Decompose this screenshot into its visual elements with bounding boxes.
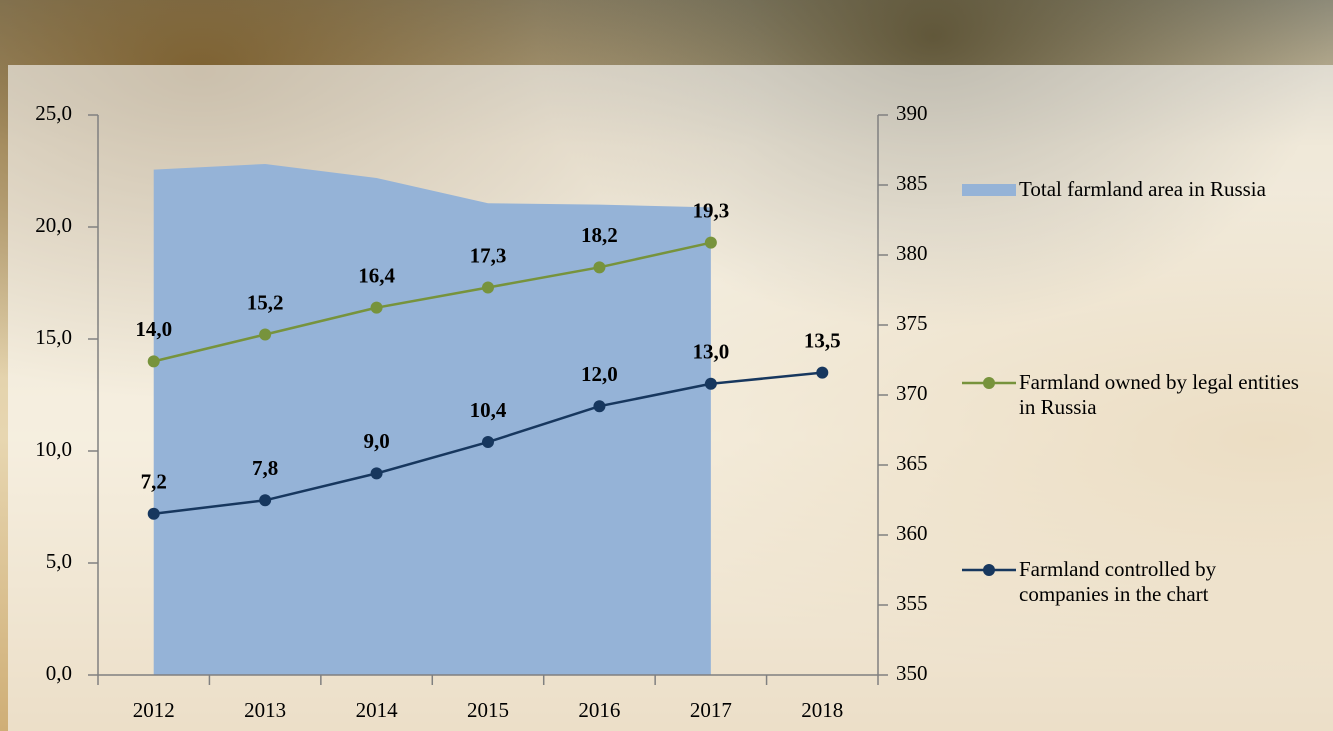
data-label: 9,0 <box>363 429 389 453</box>
y-tick-label: 10,0 <box>35 437 72 461</box>
page: 0,0 5,0 10,0 15,0 20,0 25,0 350 355 360 365 370 375… <box>0 0 1333 731</box>
y2-tick-label: 360 <box>896 521 928 545</box>
legend-swatch <box>983 377 995 389</box>
data-label: 13,5 <box>804 328 841 352</box>
legend-label: Farmland owned by legal entities in Russ… <box>1019 370 1309 420</box>
point <box>259 329 271 341</box>
data-label: 16,4 <box>358 263 395 287</box>
chart: 0,0 5,0 10,0 15,0 20,0 25,0 350 355 360 365 370 375… <box>0 0 1333 731</box>
x-tick-label: 2016 <box>578 698 620 722</box>
legend-swatch <box>983 564 995 576</box>
data-label: 10,4 <box>470 398 507 422</box>
x-tick-label: 2015 <box>467 698 509 722</box>
y-tick-label: 25,0 <box>35 101 72 125</box>
x-tick-label: 2018 <box>801 698 843 722</box>
data-label: 13,0 <box>692 340 729 364</box>
legend-swatch <box>962 184 1016 196</box>
data-label: 18,2 <box>581 223 618 247</box>
data-label: 12,0 <box>581 362 618 386</box>
y-tick-label: 5,0 <box>46 549 72 573</box>
x-tick-label: 2017 <box>690 698 732 722</box>
y2-tick-label: 370 <box>896 381 928 405</box>
y-tick-label: 20,0 <box>35 213 72 237</box>
legend-label: Farmland controlled by companies in the … <box>1019 557 1309 607</box>
x-tick-label: 2012 <box>133 698 175 722</box>
y-tick-label: 0,0 <box>46 661 72 685</box>
x-tick-label: 2014 <box>356 698 399 722</box>
point <box>705 378 717 390</box>
y2-tick-label: 365 <box>896 451 928 475</box>
y-tick-label: 15,0 <box>35 325 72 349</box>
point <box>371 302 383 314</box>
point <box>593 261 605 273</box>
point <box>593 400 605 412</box>
point <box>482 281 494 293</box>
data-label: 7,2 <box>141 470 167 494</box>
point <box>259 494 271 506</box>
legend-label: Total farmland area in Russia <box>1019 177 1309 202</box>
y2-tick-label: 350 <box>896 661 928 685</box>
point <box>482 436 494 448</box>
x-tick-label: 2013 <box>244 698 286 722</box>
point <box>371 467 383 479</box>
data-label: 15,2 <box>247 290 284 314</box>
y2-tick-label: 390 <box>896 101 928 125</box>
y2-tick-label: 385 <box>896 171 928 195</box>
data-label: 7,8 <box>252 456 278 480</box>
data-label: 14,0 <box>135 317 172 341</box>
y2-tick-label: 355 <box>896 591 928 615</box>
point <box>816 367 828 379</box>
point <box>148 355 160 367</box>
point <box>148 508 160 520</box>
area <box>154 164 711 675</box>
y2-tick-label: 375 <box>896 311 928 335</box>
y2-tick-label: 380 <box>896 241 928 265</box>
data-label: 19,3 <box>692 198 729 222</box>
data-label: 17,3 <box>470 243 507 267</box>
point <box>705 237 717 249</box>
